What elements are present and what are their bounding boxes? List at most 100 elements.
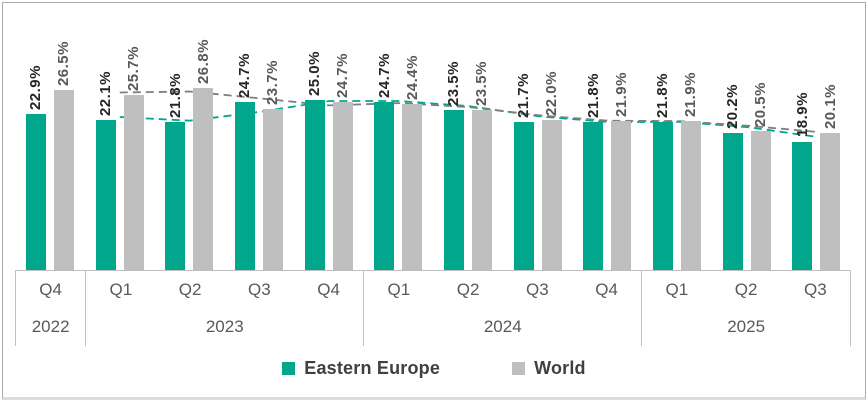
bar-eastern-europe xyxy=(722,132,743,270)
legend-item-world: World xyxy=(512,358,586,379)
legend-label-eastern-europe: Eastern Europe xyxy=(304,358,441,378)
category-group: 25.0% 24.7% xyxy=(294,7,364,270)
year-group-2023: Q1 Q2 Q3 Q4 2023 xyxy=(86,271,365,346)
bar-eastern-europe xyxy=(443,110,464,270)
bar-eastern-europe xyxy=(374,102,395,270)
data-label: 20.1% xyxy=(821,84,839,130)
bar-world xyxy=(541,120,562,270)
category-group: 22.1% 25.7% xyxy=(85,7,155,270)
data-label: 22.9% xyxy=(27,65,45,111)
bar-eastern-europe xyxy=(95,119,116,270)
year-label: 2025 xyxy=(727,317,766,337)
quarter-label: Q1 xyxy=(665,279,689,299)
quarter-label: Q3 xyxy=(248,279,271,299)
bar-world xyxy=(402,104,423,270)
year-label: 2022 xyxy=(31,317,70,337)
bar-eastern-europe xyxy=(304,100,325,270)
data-label: 22.0% xyxy=(543,71,561,117)
data-label: 24.7% xyxy=(334,52,352,98)
category-group: 21.7% 22.0% xyxy=(503,7,573,270)
bar-column: 20.2% xyxy=(722,7,743,270)
bar-world xyxy=(611,121,632,270)
data-label: 21.9% xyxy=(612,72,630,118)
bar-column: 26.8% xyxy=(193,7,214,270)
bar-world xyxy=(820,133,841,270)
quarter-label: Q3 xyxy=(526,279,549,299)
data-label: 25.7% xyxy=(125,46,142,92)
bar-column: 23.5% xyxy=(471,7,492,270)
category-group: 21.8% 21.9% xyxy=(642,7,712,270)
bar-column: 22.1% xyxy=(95,7,116,270)
quarter-row: Q4 xyxy=(16,271,85,309)
data-label: 20.5% xyxy=(752,81,770,127)
data-label: 24.4% xyxy=(403,55,421,101)
quarter-label: Q1 xyxy=(387,279,411,299)
x-axis-table: Q4 2022 Q1 Q2 Q3 Q4 2023 Q1 Q2 Q3 Q4 2024 Q1 Q2 Q3 2025 xyxy=(15,270,851,346)
category-group: 24.7% 24.4% xyxy=(363,7,433,270)
data-label: 26.8% xyxy=(194,38,212,84)
quarter-label: Q3 xyxy=(804,279,827,299)
bar-column: 18.9% xyxy=(792,7,813,270)
bar-column: 21.8% xyxy=(652,7,673,270)
bar-column: 21.8% xyxy=(165,7,186,270)
bar-world xyxy=(53,89,74,270)
bar-column: 21.8% xyxy=(583,7,604,270)
category-group: 23.5% 23.5% xyxy=(433,7,503,270)
bar-eastern-europe xyxy=(234,102,255,270)
data-label: 26.5% xyxy=(55,40,73,86)
bar-column: 21.9% xyxy=(680,7,701,270)
data-label: 21.8% xyxy=(584,72,602,118)
bar-column: 25.7% xyxy=(123,7,144,270)
data-label: 18.9% xyxy=(793,92,811,138)
data-label: 20.2% xyxy=(724,83,742,129)
legend: Eastern Europe World xyxy=(3,358,865,379)
data-label: 21.7% xyxy=(515,73,533,119)
quarter-label: Q4 xyxy=(595,279,618,299)
quarter-row: Q1 Q2 Q3 Q4 xyxy=(86,271,363,309)
data-label: 23.5% xyxy=(445,61,463,107)
plot-area: 22.9% 26.5% 22.1% 25.7% 21.8% 26.8% 24.7% 23.7%… xyxy=(15,7,851,270)
bar-eastern-europe xyxy=(25,114,46,270)
category-group: 21.8% 26.8% xyxy=(154,7,224,270)
bar-eastern-europe xyxy=(513,122,534,270)
bar-column: 24.7% xyxy=(332,7,353,270)
category-group: 22.9% 26.5% xyxy=(15,7,85,270)
bar-column: 24.7% xyxy=(374,7,395,270)
data-label: 22.1% xyxy=(97,70,114,116)
bar-eastern-europe xyxy=(652,121,673,270)
legend-label-world: World xyxy=(534,358,586,378)
quarter-label: Q2 xyxy=(178,279,202,299)
bar-column: 24.7% xyxy=(234,7,255,270)
quarter-label: Q2 xyxy=(734,279,758,299)
quarter-label: Q4 xyxy=(39,279,62,299)
bar-column: 25.0% xyxy=(304,7,325,270)
bar-column: 20.5% xyxy=(750,7,771,270)
bar-eastern-europe xyxy=(583,121,604,270)
bar-world xyxy=(471,110,492,270)
bar-world xyxy=(750,130,771,270)
data-label: 21.9% xyxy=(682,72,700,118)
bar-groups: 22.9% 26.5% 22.1% 25.7% 21.8% 26.8% 24.7% 23.7%… xyxy=(15,7,851,270)
bar-eastern-europe xyxy=(165,121,186,270)
bar-world xyxy=(332,102,353,270)
data-label: 25.0% xyxy=(306,50,324,96)
quarter-label: Q1 xyxy=(109,279,133,299)
bar-world xyxy=(123,95,144,270)
year-group-2022: Q4 2022 xyxy=(16,271,87,346)
bar-column: 20.1% xyxy=(820,7,841,270)
category-group: 20.2% 20.5% xyxy=(712,7,782,270)
bar-column: 21.7% xyxy=(513,7,534,270)
category-group: 21.8% 21.9% xyxy=(572,7,642,270)
bar-column: 24.4% xyxy=(402,7,423,270)
bar-column: 22.9% xyxy=(25,7,46,270)
data-label: 23.5% xyxy=(473,61,491,107)
legend-item-eastern-europe: Eastern Europe xyxy=(282,358,440,379)
eastern-europe-swatch-icon xyxy=(282,362,296,375)
quarter-label: Q4 xyxy=(317,279,340,299)
quarter-row: Q1 Q2 Q3 xyxy=(642,271,850,309)
bar-column: 23.5% xyxy=(443,7,464,270)
data-label: 24.7% xyxy=(236,52,254,98)
quarter-row: Q1 Q2 Q3 Q4 xyxy=(364,271,641,309)
year-group-2025: Q1 Q2 Q3 2025 xyxy=(642,271,851,346)
